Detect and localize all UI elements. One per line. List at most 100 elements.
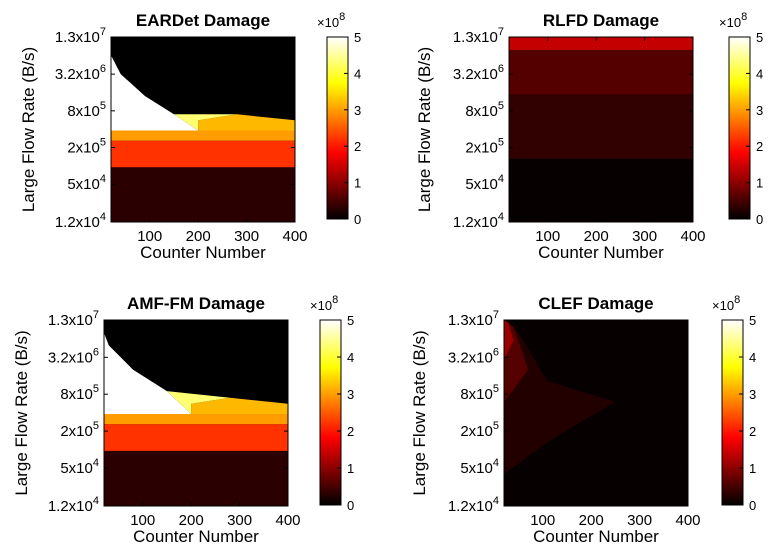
heatmap-region-3 <box>111 130 295 141</box>
heatmap-region-6 <box>166 391 230 414</box>
plot-frame <box>508 36 694 223</box>
y-tick-label: 2x105 <box>460 420 499 440</box>
chart-title: AMF-FM Damage <box>127 294 265 313</box>
x-axis-label: Counter Number <box>533 527 659 546</box>
y-tick-label: 1.3x107 <box>55 26 106 46</box>
plot-frame <box>110 36 296 223</box>
heatmap-panel-2: RLFD Damage 100 200 300 400 1.2x104 5x104 2x105… <box>415 11 763 262</box>
y-axis-label: Large Flow Rate (B/s) <box>410 330 429 495</box>
x-tick-label: 100 <box>530 512 555 529</box>
colorbar-tick-label: 4 <box>756 66 763 81</box>
colorbar: 0 1 2 3 4 5 ×108 <box>310 294 354 513</box>
heatmap-region-3 <box>104 414 288 425</box>
y-tick-label: 1.2x104 <box>48 495 99 515</box>
heatmap-region-5 <box>104 332 192 414</box>
heatmap-region-1 <box>104 450 288 506</box>
y-tick-label: 5x104 <box>465 173 504 193</box>
plot-area <box>111 37 295 222</box>
x-tick-label: 200 <box>584 228 609 245</box>
chart-title: RLFD Damage <box>543 11 659 30</box>
colorbar-gradient <box>319 319 342 506</box>
x-tick-label: 300 <box>627 512 652 529</box>
y-tick-label: 1.2x104 <box>448 495 499 515</box>
x-tick-label: 100 <box>535 228 560 245</box>
y-tick-label: 1.2x104 <box>55 211 106 231</box>
colorbar-tick-label: 1 <box>347 461 354 476</box>
colorbar-tick-label: 0 <box>354 212 361 227</box>
heatmap-region-2 <box>104 424 288 451</box>
colorbar-tick-label: 0 <box>756 212 763 227</box>
y-tick-label: 1.3x107 <box>48 309 99 329</box>
x-tick-label: 400 <box>275 512 300 529</box>
colorbar: 0 1 2 3 4 5 ×108 <box>719 11 763 227</box>
heatmap-region-2 <box>504 320 616 474</box>
y-tick-label: 1.3x107 <box>453 26 504 46</box>
colorbar-tick-label: 0 <box>347 498 354 513</box>
colorbar-tick-label: 5 <box>756 30 763 45</box>
x-tick-label: 400 <box>282 228 307 245</box>
colorbar-gradient <box>721 319 744 506</box>
colorbar-tick-label: 3 <box>756 103 763 118</box>
y-tick-label: 8x105 <box>60 383 99 403</box>
y-tick-label: 3.2x106 <box>48 346 99 366</box>
y-tick-label: 3.2x106 <box>448 346 499 366</box>
x-tick-label: 400 <box>675 512 700 529</box>
heatmap-region-4 <box>509 37 693 50</box>
colorbar-gradient <box>728 36 751 220</box>
heatmap-region-2 <box>111 140 295 168</box>
colorbar-tick-label: 0 <box>749 498 756 513</box>
colorbar-tick-label: 2 <box>749 424 756 439</box>
y-tick-label: 3.2x106 <box>453 63 504 83</box>
plot-frame <box>103 319 289 507</box>
colorbar-tick-label: 1 <box>354 176 361 191</box>
x-axis-label: Counter Number <box>140 243 266 262</box>
y-axis-label: Large Flow Rate (B/s) <box>19 47 38 212</box>
x-tick-label: 400 <box>680 228 705 245</box>
colorbar-tick-label: 2 <box>756 139 763 154</box>
x-axis-label: Counter Number <box>538 243 664 262</box>
y-tick-label: 8x105 <box>465 100 504 120</box>
y-tick-label: 8x105 <box>460 383 499 403</box>
heatmap-region-1 <box>111 167 295 222</box>
plot-area <box>504 320 688 506</box>
x-tick-label: 200 <box>186 228 211 245</box>
colorbar-multiplier: ×108 <box>317 11 345 30</box>
y-tick-label: 5x104 <box>60 457 99 477</box>
x-tick-label: 100 <box>130 512 155 529</box>
colorbar: 0 1 2 3 4 5 ×108 <box>712 294 756 513</box>
colorbar-gradient <box>326 36 349 220</box>
colorbar-tick-label: 1 <box>749 461 756 476</box>
y-tick-label: 1.3x107 <box>448 309 499 329</box>
y-axis-label: Large Flow Rate (B/s) <box>415 47 434 212</box>
y-tick-label: 1.2x104 <box>453 211 504 231</box>
colorbar-tick-label: 1 <box>756 176 763 191</box>
y-tick-label: 2x105 <box>60 420 99 440</box>
colorbar-tick-label: 2 <box>347 424 354 439</box>
y-tick-label: 2x105 <box>465 137 504 157</box>
plot-area <box>104 320 288 506</box>
heatmap-region-4 <box>504 320 514 359</box>
colorbar: 0 1 2 3 4 5 ×108 <box>317 11 361 227</box>
heatmap-panel-1: EARDet Damage 100 200 300 400 1.2x104 5x104 2x1… <box>19 11 361 262</box>
heatmap-region-6 <box>173 114 237 131</box>
chart-title: CLEF Damage <box>538 294 653 313</box>
heatmap-panel-4: CLEF Damage 100 200 300 400 1.2x104 5x104 2x105… <box>410 294 756 546</box>
colorbar-tick-label: 5 <box>347 313 354 328</box>
colorbar-tick-label: 2 <box>354 139 361 154</box>
heatmap-region-4 <box>191 397 288 414</box>
heatmap-region-5 <box>111 55 199 131</box>
colorbar-tick-label: 4 <box>354 66 361 81</box>
y-tick-label: 5x104 <box>460 457 499 477</box>
colorbar-tick-label: 4 <box>347 350 354 365</box>
chart-title: EARDet Damage <box>136 11 270 30</box>
y-tick-label: 8x105 <box>67 100 106 120</box>
colorbar-tick-label: 5 <box>354 30 361 45</box>
colorbar-tick-label: 3 <box>354 103 361 118</box>
colorbar-multiplier: ×108 <box>310 294 338 313</box>
colorbar-tick-label: 3 <box>347 387 354 402</box>
y-tick-label: 5x104 <box>67 173 106 193</box>
x-axis-label: Counter Number <box>133 527 259 546</box>
y-tick-label: 3.2x106 <box>55 63 106 83</box>
x-tick-label: 200 <box>579 512 604 529</box>
